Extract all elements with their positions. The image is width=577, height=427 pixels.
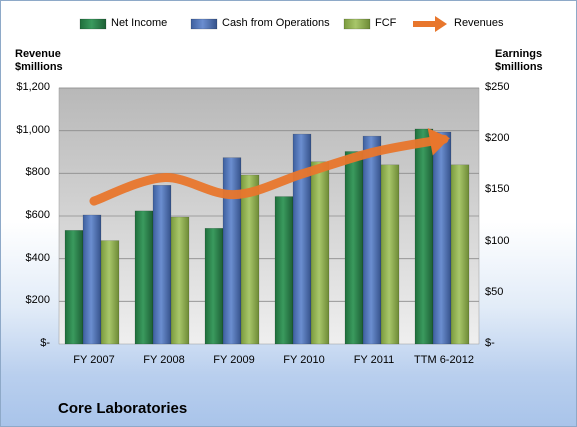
left-axis-title-line1: Revenue: [15, 48, 61, 60]
legend-label: Cash from Operations: [222, 17, 330, 29]
legend-label: FCF: [375, 17, 397, 29]
right-tick-label: $250: [485, 81, 510, 93]
right-tick-label: $150: [485, 183, 510, 196]
legend-swatch-net-income: [79, 18, 107, 30]
right-tick-label: $200: [485, 132, 510, 145]
bar-net-income: [274, 196, 294, 345]
left-tick-label: $200: [25, 294, 50, 307]
company-name: Core Laboratories: [58, 400, 188, 417]
left-tick-label: $400: [25, 251, 50, 264]
legend-swatch-fcf: [343, 18, 371, 30]
category-label: TTM 6-2012: [414, 354, 474, 366]
category-label: FY 2008: [143, 354, 185, 366]
bar-net-income: [414, 128, 434, 345]
left-tick-label: $1,200: [16, 81, 50, 93]
left-axis-title-line2: $millions: [15, 61, 63, 73]
right-tick-label: $50: [485, 285, 504, 298]
bar-cash-from-operations: [82, 214, 102, 345]
right-axis-title-line1: Earnings: [495, 48, 543, 60]
left-tick-label: $-: [40, 337, 50, 349]
bar-fcf: [100, 240, 120, 345]
bar-net-income: [134, 210, 154, 345]
left-tick-label: $1,000: [16, 123, 50, 136]
bar-cash-from-operations: [432, 131, 452, 345]
right-axis-title-line2: $millions: [495, 61, 543, 73]
bar-cash-from-operations: [152, 185, 172, 345]
legend-label: Revenues: [454, 17, 504, 29]
bar-fcf: [240, 174, 260, 345]
bar-fcf: [380, 164, 400, 345]
legend-swatch-cash-from-operations: [190, 18, 218, 30]
bar-cash-from-operations: [292, 133, 312, 345]
bar-cash-from-operations: [222, 157, 242, 345]
right-tick-label: $100: [485, 234, 510, 247]
legend-label: Net Income: [111, 17, 168, 29]
bar-net-income: [344, 151, 364, 345]
bar-fcf: [170, 216, 190, 345]
bar-net-income: [204, 228, 224, 345]
category-label: FY 2007: [73, 354, 115, 366]
bar-fcf: [450, 164, 470, 345]
category-label: FY 2009: [213, 354, 255, 366]
category-label: FY 2011: [353, 354, 395, 366]
bar-cash-from-operations: [362, 135, 382, 345]
legend-swatch-revenues-head: [435, 16, 447, 32]
right-tick-label: $-: [485, 337, 495, 349]
category-label: FY 2010: [283, 354, 325, 366]
revenues-arrowhead: [427, 127, 450, 156]
bar-fcf: [310, 161, 330, 345]
left-tick-label: $800: [25, 166, 50, 179]
bar-net-income: [64, 230, 84, 345]
left-tick-label: $600: [25, 209, 50, 221]
revenues-line: [89, 134, 449, 206]
